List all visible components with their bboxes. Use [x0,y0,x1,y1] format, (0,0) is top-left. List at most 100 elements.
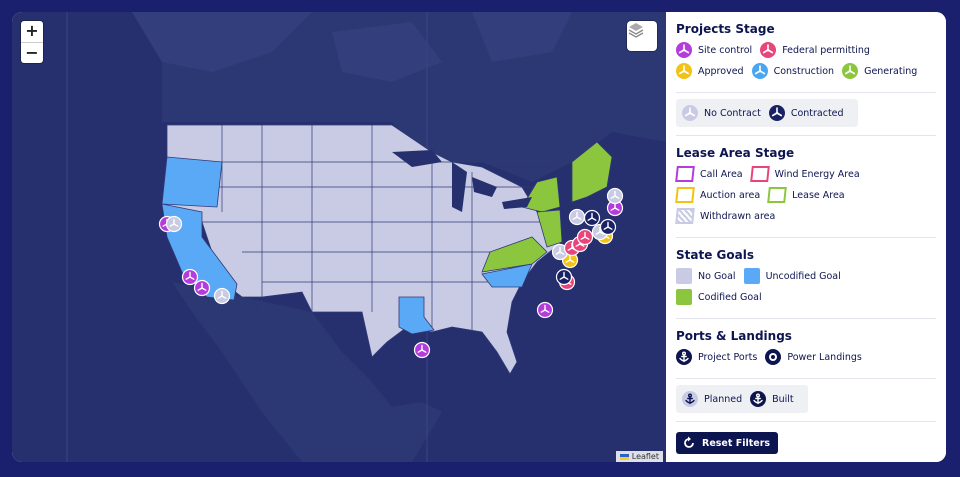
ports-landings-title: Ports & Landings [676,329,792,343]
area-outline-icon [749,166,770,182]
filter-no-contract[interactable]: No Contract [682,105,761,121]
layers-icon [628,23,644,38]
projects-stage-title: Projects Stage [676,22,775,36]
zoom-in-button[interactable]: + [25,21,39,40]
filter-construction-label: Construction [773,65,835,77]
state-louisiana [398,296,435,335]
zoom-out-button[interactable]: − [21,42,43,63]
filter-built-label: Built [772,393,794,405]
filter-project-ports-label: Project Ports [698,351,758,363]
map-view[interactable]: + − Leaflet [12,12,666,462]
layers-button[interactable] [627,21,657,51]
filter-planned-label: Planned [704,393,743,405]
ports-landings-section: Ports & Landings Project Ports Power Land… [676,319,936,379]
turbine-icon [751,63,768,79]
filter-uncodified-goal[interactable]: Uncodified Goal [743,268,841,284]
filter-construction[interactable]: Construction [751,63,835,79]
project-marker[interactable] [555,268,573,286]
area-outline-icon [767,187,787,203]
lease-area-label: Auction area [700,189,761,201]
state-oregon [161,156,223,208]
filter-auction-area[interactable]: Auction area [675,187,761,203]
state-virginia [481,236,548,273]
goal-label: Codified Goal [698,291,762,303]
landing-icon [765,349,782,365]
reset-filters-button[interactable]: Reset Filters [676,432,779,454]
reset-filters-label: Reset Filters [702,437,771,449]
filter-lease-area[interactable]: Lease Area [767,187,845,203]
contract-filter-box: No Contract Contracted [676,99,858,127]
filter-planned[interactable]: Planned [682,391,742,407]
goal-label: Uncodified Goal [765,270,841,282]
project-marker[interactable] [193,279,211,297]
project-marker[interactable] [583,209,601,227]
project-marker[interactable] [213,287,231,305]
project-marker[interactable] [576,228,594,246]
project-marker[interactable] [181,268,199,286]
leaflet-link[interactable]: Leaflet [631,452,659,461]
filter-power-landings-label: Power Landings [787,351,862,363]
lease-area-title: Lease Area Stage [676,146,795,160]
filter-withdrawn-area[interactable]: Withdrawn area [675,208,776,224]
filter-contracted-label: Contracted [790,107,844,119]
filter-no-goal[interactable]: No Goal [676,268,736,284]
filter-approved[interactable]: Approved [676,63,744,79]
turbine-icon [760,42,777,58]
turbine-icon [676,63,692,79]
legend-panel: Projects Stage Site control Federal permi… [666,12,946,462]
zoom-control: + − [21,21,43,63]
state-new-york [521,176,561,213]
project-marker[interactable] [568,208,586,226]
project-marker[interactable] [606,187,624,205]
goal-swatch-icon [743,268,760,284]
lease-area-label: Wind Energy Area [774,168,860,180]
goal-swatch-icon [676,289,692,305]
port-status-section: Planned Built [676,379,936,422]
app-frame: + − Leaflet Projects Stage Site control F… [12,12,946,462]
area-outline-icon [675,208,695,224]
area-outline-icon [675,166,695,182]
filter-codified-goal[interactable]: Codified Goal [676,289,762,305]
project-marker[interactable] [165,215,183,233]
projects-stage-section: Projects Stage Site control Federal permi… [676,12,936,93]
filter-contracted[interactable]: Contracted [768,105,844,121]
filter-call-area[interactable]: Call Area [675,166,743,182]
state-north-carolina [481,263,533,288]
map-canvas[interactable] [12,12,666,462]
anchor-icon [750,391,767,407]
filter-federal-permitting[interactable]: Federal permitting [760,42,870,58]
state-goals-section: State Goals No Goal Uncodified Goal Codifi… [676,238,936,319]
filter-site-control[interactable]: Site control [676,42,752,58]
lease-area-label: Lease Area [792,189,845,201]
project-marker[interactable] [536,301,554,319]
flag-icon [619,453,629,460]
state-goals-title: State Goals [676,248,754,262]
anchor-icon [682,391,698,407]
lease-area-label: Withdrawn area [700,210,776,222]
filter-project-ports[interactable]: Project Ports [676,349,757,365]
project-marker[interactable] [606,199,624,217]
filter-built[interactable]: Built [750,391,794,407]
area-outline-icon [675,187,695,203]
turbine-icon [768,105,785,121]
filter-power-landings[interactable]: Power Landings [765,349,862,365]
reset-icon [684,436,694,448]
turbine-icon [682,105,698,121]
port-status-box: Planned Built [676,385,808,413]
state-new-england [571,141,613,203]
anchor-icon [676,349,692,365]
project-marker[interactable] [413,341,431,359]
filter-generating-label: Generating [864,65,918,77]
lease-area-section: Lease Area Stage Call Area Wind Energy Ar… [675,136,936,238]
map-attribution[interactable]: Leaflet [615,451,663,462]
canada-islands [132,12,572,82]
filter-wind-energy-area[interactable]: Wind Energy Area [749,166,860,182]
lease-area-label: Call Area [700,168,743,180]
filter-federal-permitting-label: Federal permitting [782,44,870,56]
filter-no-contract-label: No Contract [704,107,761,119]
goal-label: No Goal [698,270,736,282]
state-mid-atlantic [536,209,563,248]
project-marker[interactable] [599,218,617,236]
filter-generating[interactable]: Generating [842,63,917,79]
filter-approved-label: Approved [698,65,744,77]
